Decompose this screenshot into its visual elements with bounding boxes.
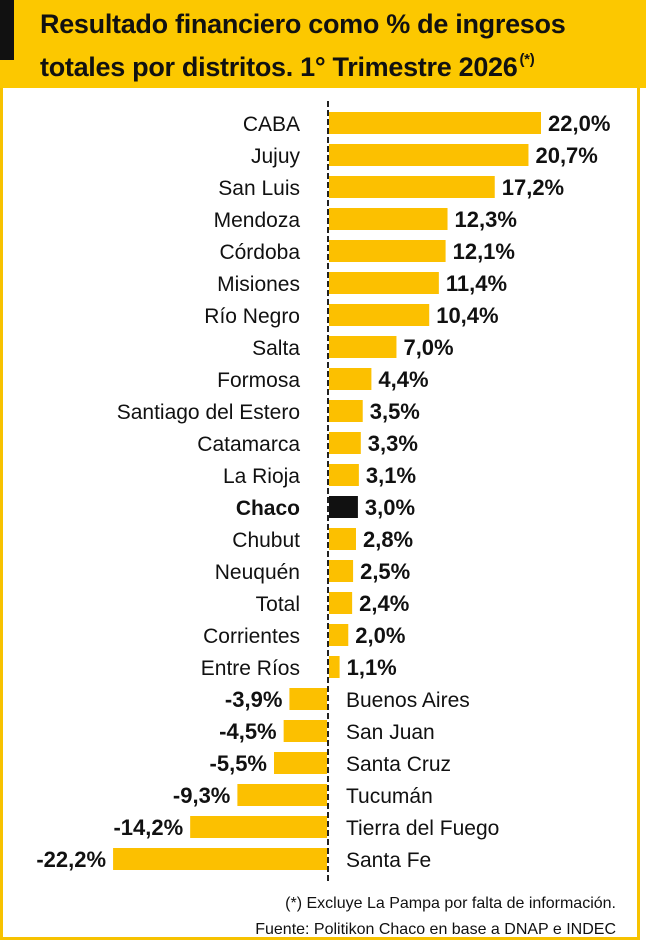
chart-title-line-1: Resultado financiero como % de ingresos xyxy=(40,9,566,39)
bar-santa-fe xyxy=(113,848,327,870)
category-label-mendoza: Mendoza xyxy=(214,209,301,232)
bar-salta xyxy=(329,336,397,358)
value-label-catamarca: 3,3% xyxy=(368,431,418,456)
bar-neuquen xyxy=(329,560,354,582)
value-label-santa-fe: -22,2% xyxy=(36,847,106,872)
title-footnote-marker: (*) xyxy=(519,51,535,68)
value-label-tierra-del-fuego: -14,2% xyxy=(113,815,183,840)
chart-title: Resultado financiero como % de ingresos … xyxy=(40,6,630,85)
bar-tierra-del-fuego xyxy=(190,816,327,838)
bar-tucuman xyxy=(237,784,327,806)
category-label-catamarca: Catamarca xyxy=(197,433,300,456)
value-label-mendoza: 12,3% xyxy=(455,207,517,232)
value-label-salta: 7,0% xyxy=(403,335,453,360)
exclusion-footnote: (*) Excluye La Pampa por falta de inform… xyxy=(285,895,616,912)
value-label-santiago-del-estero: 3,5% xyxy=(370,399,420,424)
value-label-misiones: 11,4% xyxy=(446,271,507,296)
bar-cordoba xyxy=(329,240,446,262)
value-label-tucuman: -9,3% xyxy=(173,783,230,808)
category-label-santa-fe: Santa Fe xyxy=(346,849,431,872)
category-label-jujuy: Jujuy xyxy=(251,145,301,168)
value-label-san-juan: -4,5% xyxy=(219,719,276,744)
bar-misiones xyxy=(329,272,439,294)
bar-rio-negro xyxy=(329,304,430,326)
bar-chubut xyxy=(329,528,356,550)
bar-jujuy xyxy=(329,144,529,166)
category-label-total: Total xyxy=(256,593,300,616)
value-label-rio-negro: 10,4% xyxy=(436,303,498,328)
category-label-entre-rios: Entre Ríos xyxy=(201,657,300,680)
value-label-jujuy: 20,7% xyxy=(535,143,597,168)
category-label-salta: Salta xyxy=(252,337,300,360)
value-label-la-rioja: 3,1% xyxy=(366,463,416,488)
bar-corrientes xyxy=(329,624,349,646)
value-label-buenos-aires: -3,9% xyxy=(225,687,282,712)
bar-mendoza xyxy=(329,208,448,230)
category-label-neuquen: Neuquén xyxy=(215,561,300,584)
bar-total xyxy=(329,592,353,614)
value-label-santa-cruz: -5,5% xyxy=(210,751,267,776)
chart-title-line-2-text: totales por distritos. 1° Trimestre 2026 xyxy=(40,52,518,82)
category-label-corrientes: Corrientes xyxy=(203,625,300,648)
category-label-san-luis: San Luis xyxy=(218,177,300,200)
bar-santa-cruz xyxy=(274,752,327,774)
category-label-misiones: Misiones xyxy=(217,273,300,296)
category-label-tucuman: Tucumán xyxy=(346,785,433,808)
bar-catamarca xyxy=(329,432,361,454)
value-label-cordoba: 12,1% xyxy=(453,239,515,264)
category-label-chubut: Chubut xyxy=(232,529,300,552)
category-label-cordoba: Córdoba xyxy=(219,241,300,264)
value-label-chaco: 3,0% xyxy=(365,495,415,520)
chart-title-line-2: totales por distritos. 1° Trimestre 2026… xyxy=(40,42,630,85)
category-label-chaco: Chaco xyxy=(236,497,300,520)
value-label-formosa: 4,4% xyxy=(378,367,428,392)
header-accent-tab xyxy=(0,0,14,60)
category-label-buenos-aires: Buenos Aires xyxy=(346,689,470,712)
bar-santiago-del-estero xyxy=(329,400,363,422)
chart-header: Resultado financiero como % de ingresos … xyxy=(0,0,646,88)
value-label-total: 2,4% xyxy=(359,591,409,616)
bar-san-juan xyxy=(283,720,327,742)
value-label-san-luis: 17,2% xyxy=(502,175,564,200)
bar-buenos-aires xyxy=(289,688,327,710)
category-label-santa-cruz: Santa Cruz xyxy=(346,753,451,776)
category-label-san-juan: San Juan xyxy=(346,721,435,744)
bar-la-rioja xyxy=(329,464,359,486)
value-label-chubut: 2,8% xyxy=(363,527,413,552)
category-label-caba: CABA xyxy=(243,113,300,136)
source-footnote: Fuente: Politikon Chaco en base a DNAP e… xyxy=(255,921,616,938)
value-label-neuquen: 2,5% xyxy=(360,559,410,584)
bar-chaco xyxy=(329,496,358,518)
category-label-la-rioja: La Rioja xyxy=(223,465,300,488)
bar-san-luis xyxy=(329,176,495,198)
category-label-rio-negro: Río Negro xyxy=(204,305,300,328)
bar-caba xyxy=(329,112,541,134)
value-label-corrientes: 2,0% xyxy=(355,623,405,648)
category-label-santiago-del-estero: Santiago del Estero xyxy=(117,401,300,424)
bar-formosa xyxy=(329,368,372,390)
category-label-tierra-del-fuego: Tierra del Fuego xyxy=(346,817,499,840)
category-label-formosa: Formosa xyxy=(217,369,300,392)
bar-entre-rios xyxy=(329,656,340,678)
value-label-entre-rios: 1,1% xyxy=(347,655,397,680)
value-label-caba: 22,0% xyxy=(548,111,610,136)
